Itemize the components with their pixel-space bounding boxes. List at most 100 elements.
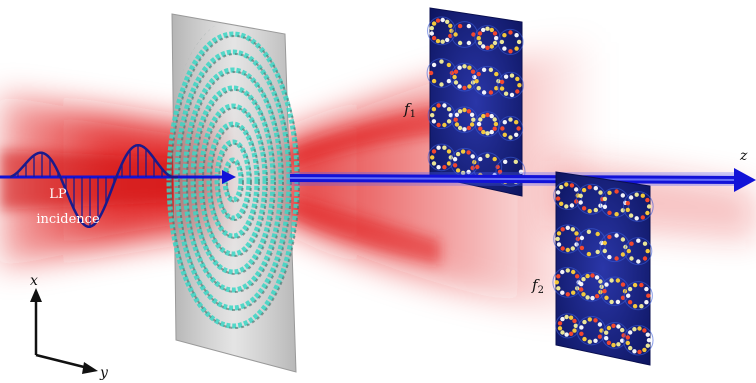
mode-lobe xyxy=(457,65,462,70)
mode-lobe xyxy=(609,278,614,283)
mode-lobe xyxy=(593,318,598,323)
field-panel-f1 xyxy=(426,7,526,197)
mode-lobe xyxy=(639,282,644,288)
mode-lobe xyxy=(586,251,592,257)
mode-cell xyxy=(427,16,456,46)
mode-lobe xyxy=(457,109,463,114)
mode-lobe xyxy=(640,215,645,220)
mode-lobe xyxy=(607,254,612,260)
mode-lobe xyxy=(493,121,499,127)
mode-lobe xyxy=(516,126,521,131)
mode-lobe xyxy=(481,113,486,119)
mode-lobe xyxy=(435,38,441,44)
mode-lobe xyxy=(499,86,505,91)
mode-lobe xyxy=(637,349,642,355)
mode-cell xyxy=(555,313,581,339)
mode-lobe xyxy=(565,268,570,273)
mode-lobe xyxy=(439,82,444,87)
mode-lobe xyxy=(494,36,499,41)
mode-lobe xyxy=(569,203,575,208)
metasurface-ring xyxy=(190,85,276,275)
mode-lobe xyxy=(492,126,497,131)
mode-lobe xyxy=(614,212,619,217)
mode-lobe xyxy=(602,240,607,246)
mode-lobe xyxy=(582,336,587,342)
mode-lobe xyxy=(644,286,649,292)
mode-lobe xyxy=(477,31,483,36)
mode-lobe xyxy=(502,120,507,125)
mode-lobe xyxy=(579,325,584,330)
mode-lobe xyxy=(436,145,441,150)
mode-lobe xyxy=(481,67,487,73)
mode-lobe xyxy=(454,122,460,127)
mode-lobe xyxy=(489,44,494,49)
mode-lobe xyxy=(470,69,476,74)
mode-lobe xyxy=(431,119,437,124)
x-axis-label: x xyxy=(30,273,38,289)
mode-lobe xyxy=(574,187,579,192)
mode-lobe xyxy=(499,79,505,85)
mode-lobe xyxy=(554,280,559,285)
mode-lobe xyxy=(645,197,650,203)
mode-lobe xyxy=(435,18,441,23)
mode-lobe xyxy=(446,161,452,166)
mode-cell xyxy=(497,115,524,142)
metasurface-ring xyxy=(206,121,260,239)
mode-lobe xyxy=(494,71,499,77)
mode-lobe xyxy=(607,234,612,240)
mode-lobe xyxy=(446,107,452,112)
output-blue-beam xyxy=(289,168,756,192)
mode-lobe xyxy=(489,129,494,135)
mode-lobe xyxy=(646,204,652,209)
mode-lobe xyxy=(429,26,434,31)
mode-lobe xyxy=(556,231,562,236)
mode-lobe xyxy=(457,23,463,29)
mode-lobe xyxy=(628,345,633,351)
mode-lobe xyxy=(445,19,450,24)
mode-lobe xyxy=(598,190,603,195)
panel-f2-mode-grid xyxy=(552,180,654,356)
field-panel-f2 xyxy=(552,171,654,366)
mode-lobe xyxy=(431,21,437,26)
mode-lobe xyxy=(431,35,437,41)
mode-lobe xyxy=(462,85,467,91)
mode-lobe xyxy=(632,282,638,288)
mode-lobe xyxy=(586,229,592,234)
mode-lobe xyxy=(585,273,590,279)
mode-lobe xyxy=(581,277,586,282)
mode-lobe xyxy=(469,122,475,127)
mode-lobe xyxy=(642,241,648,246)
mode-lobe xyxy=(560,269,565,275)
mode-lobe xyxy=(645,343,650,348)
mode-lobe xyxy=(431,107,437,112)
mode-lobe xyxy=(560,246,565,251)
mode-lobe xyxy=(453,117,458,122)
mode-lobe xyxy=(593,338,598,343)
mode-lobe xyxy=(503,74,509,79)
mode-lobe xyxy=(636,238,641,243)
mode-cell xyxy=(497,28,524,55)
mode-lobe xyxy=(625,201,630,206)
mode-lobe xyxy=(579,331,584,336)
mode-lobe xyxy=(579,245,585,251)
mode-lobe xyxy=(581,187,587,193)
mode-lobe xyxy=(604,336,609,341)
mode-lobe xyxy=(436,103,441,108)
mode-lobe xyxy=(474,79,479,84)
mode-lobe xyxy=(470,154,475,159)
mode-lobe xyxy=(604,330,609,335)
mode-lobe xyxy=(587,185,592,190)
mode-lobe xyxy=(606,325,612,331)
mode-lobe xyxy=(453,69,459,74)
mode-lobe xyxy=(485,45,490,50)
x-axis-arrowhead xyxy=(30,288,42,302)
mode-lobe xyxy=(500,126,505,131)
mode-lobe xyxy=(431,161,437,166)
metasurface-ring-shadow xyxy=(186,71,284,293)
mode-cell xyxy=(623,281,653,311)
mode-lobe xyxy=(587,317,592,322)
mode-lobe xyxy=(645,332,650,337)
mode-lobe xyxy=(442,165,447,170)
wave-field-lines xyxy=(17,145,171,227)
mode-lobe xyxy=(509,92,515,98)
